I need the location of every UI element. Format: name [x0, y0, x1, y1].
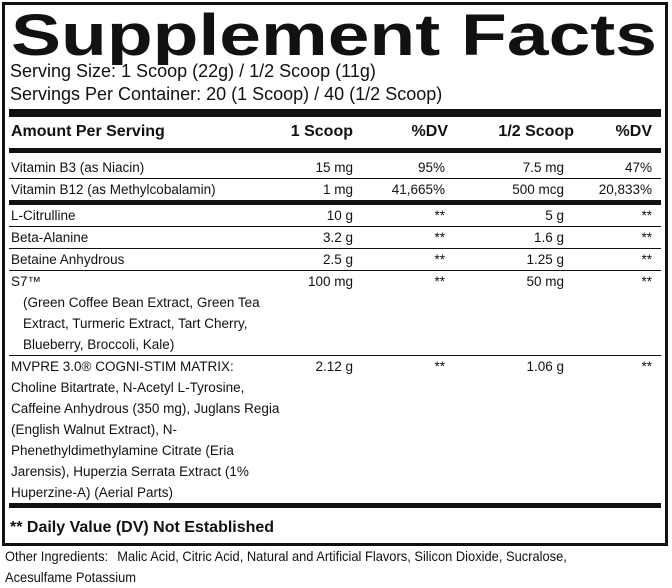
amount-cell: 2.12 g [315, 359, 353, 374]
amount-cell: 2.5 g [322, 252, 353, 267]
nutrient-cell: MVPRE 3.0® COGNI-STIM MATRIX: Choline Bit… [9, 356, 296, 503]
servings-per-container: Servings Per Container: 20 (1 Scoop) / 4… [10, 84, 443, 104]
thick-rule [9, 109, 661, 117]
table-row: MVPRE 3.0® COGNI-STIM MATRIX: Choline Bit… [9, 356, 661, 504]
amount-cell: ** [434, 359, 445, 374]
amount-cell: 500 mcg [512, 182, 564, 197]
amount-cell: 20,833% [598, 182, 652, 197]
amount-cell: 7.5 mg [522, 160, 564, 175]
nutrient-detail: Choline Bitartrate, N-Acetyl L-Tyrosine,… [11, 380, 280, 500]
amount-cell: 47% [624, 160, 652, 175]
amount-cell: ** [641, 359, 652, 374]
table-row: Beta-Alanine 3.2 g ** 1.6 g ** [9, 227, 661, 249]
amount-cell: 41,665% [391, 182, 445, 197]
amount-cell: 1.6 g [533, 230, 564, 245]
table-row: S7™ (Green Coffee Bean Extract, Green Tea… [9, 271, 661, 356]
header-cell: Amount Per Serving [11, 123, 165, 140]
amount-cell: ** [434, 274, 445, 289]
amount-cell: ** [641, 208, 652, 223]
amount-cell: ** [641, 230, 652, 245]
nutrient-name: MVPRE 3.0® COGNI-STIM MATRIX: [11, 359, 234, 374]
serving-size: Serving Size: 1 Scoop (22g) / 1/2 Scoop … [10, 61, 376, 81]
nutrient-cell: Vitamin B12 (as Methylcobalamin) [9, 179, 296, 200]
nutrient-cell: S7™ (Green Coffee Bean Extract, Green Tea… [9, 271, 296, 355]
nutrient-name: Beta-Alanine [11, 230, 89, 245]
thick-rule [9, 503, 661, 508]
amount-cell: ** [641, 252, 652, 267]
amount-cell: ** [434, 252, 445, 267]
nutrient-cell: L-Citrulline [9, 205, 296, 226]
table-row: L-Citrulline 10 g ** 5 g ** [9, 205, 661, 227]
table-row: Vitamin B3 (as Niacin) 15 mg 95% 7.5 mg 47% [9, 157, 661, 179]
amount-cell: 50 mg [526, 274, 564, 289]
nutrient-name: Vitamin B12 (as Methylcobalamin) [11, 182, 216, 197]
amount-cell: 3.2 g [322, 230, 353, 245]
other-ingredients-label: Other Ingredients: [5, 548, 109, 564]
amount-cell: 100 mg [307, 274, 353, 289]
amount-cell: ** [641, 274, 652, 289]
nutrient-cell: Vitamin B3 (as Niacin) [9, 157, 296, 178]
amount-cell: 5 g [545, 208, 564, 223]
other-ingredients: Other Ingredients: Malic Acid, Citric Aci… [5, 546, 612, 588]
amount-cell: ** [434, 230, 445, 245]
amount-cell: 1.25 g [526, 252, 564, 267]
header-cell: %DV [615, 123, 652, 140]
table-body: Vitamin B3 (as Niacin) 15 mg 95% 7.5 mg 47% V… [9, 157, 661, 504]
table-row: Betaine Anhydrous 2.5 g ** 1.25 g ** [9, 249, 661, 271]
nutrient-cell: Betaine Anhydrous [9, 249, 296, 270]
title-svg: Supplement Facts [11, 7, 657, 65]
table-row: Vitamin B12 (as Methylcobalamin) 1 mg 41,6… [9, 179, 661, 205]
amount-cell: 15 mg [315, 160, 353, 175]
header-cell: %DV [411, 123, 448, 140]
table-header: Amount Per Serving 1 Scoop %DV 1/2 Scoop %DV [9, 123, 661, 147]
header-cell: 1/2 Scoop [498, 123, 574, 140]
amount-cell: 10 g [326, 208, 353, 223]
thick-rule [9, 148, 661, 153]
nutrient-detail: (Green Coffee Bean Extract, Green Tea Ex… [23, 295, 260, 352]
amount-cell: 1 mg [322, 182, 353, 197]
amount-cell: 1.06 g [526, 359, 564, 374]
nutrient-name: S7™ [11, 274, 42, 289]
amount-cell: ** [434, 208, 445, 223]
facts-panel: Supplement Facts Serving Size: 1 Scoop (… [2, 2, 668, 546]
other-ingredients-text: Malic Acid, Citric Acid, Natural and Art… [5, 548, 567, 585]
header-cell: 1 Scoop [290, 123, 353, 140]
title: Supplement Facts [11, 7, 657, 65]
nutrient-cell: Beta-Alanine [9, 227, 296, 248]
nutrient-name: Betaine Anhydrous [11, 252, 125, 267]
footnote: ** Daily Value (DV) Not Established [10, 519, 275, 536]
nutrient-name: Vitamin B3 (as Niacin) [11, 160, 145, 175]
amount-cell: 95% [417, 160, 445, 175]
nutrient-name: L-Citrulline [11, 208, 76, 223]
